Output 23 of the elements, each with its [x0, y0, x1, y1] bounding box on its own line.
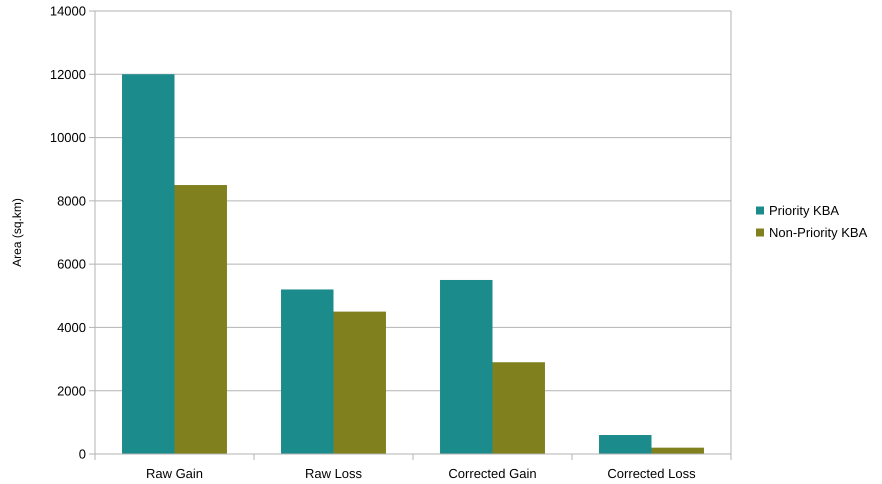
y-tick-label: 8000 — [57, 193, 86, 208]
bar — [492, 362, 545, 454]
y-tick-label: 6000 — [57, 256, 86, 272]
bar — [174, 185, 227, 454]
bar — [599, 435, 652, 454]
x-tick-label: Corrected Gain — [448, 466, 537, 481]
legend-label: Priority KBA — [769, 203, 840, 218]
x-tick-label: Raw Loss — [304, 466, 363, 481]
legend-label: Non-Priority KBA — [769, 225, 868, 240]
y-tick-label: 14000 — [50, 4, 86, 19]
x-tick-label: Corrected Loss — [607, 466, 696, 481]
bar — [122, 74, 174, 454]
bar — [652, 448, 704, 454]
y-tick-label: 10000 — [50, 130, 86, 146]
bar — [440, 280, 492, 454]
bar — [334, 312, 386, 454]
y-axis-title: Area (sq.km) — [10, 198, 24, 267]
y-tick-label: 4000 — [57, 320, 86, 335]
y-tick-label: 12000 — [50, 66, 86, 82]
bar — [281, 289, 334, 454]
y-tick-label: 0 — [78, 446, 86, 462]
x-tick-label: Raw Gain — [146, 466, 204, 481]
y-tick-label: 2000 — [57, 383, 86, 398]
